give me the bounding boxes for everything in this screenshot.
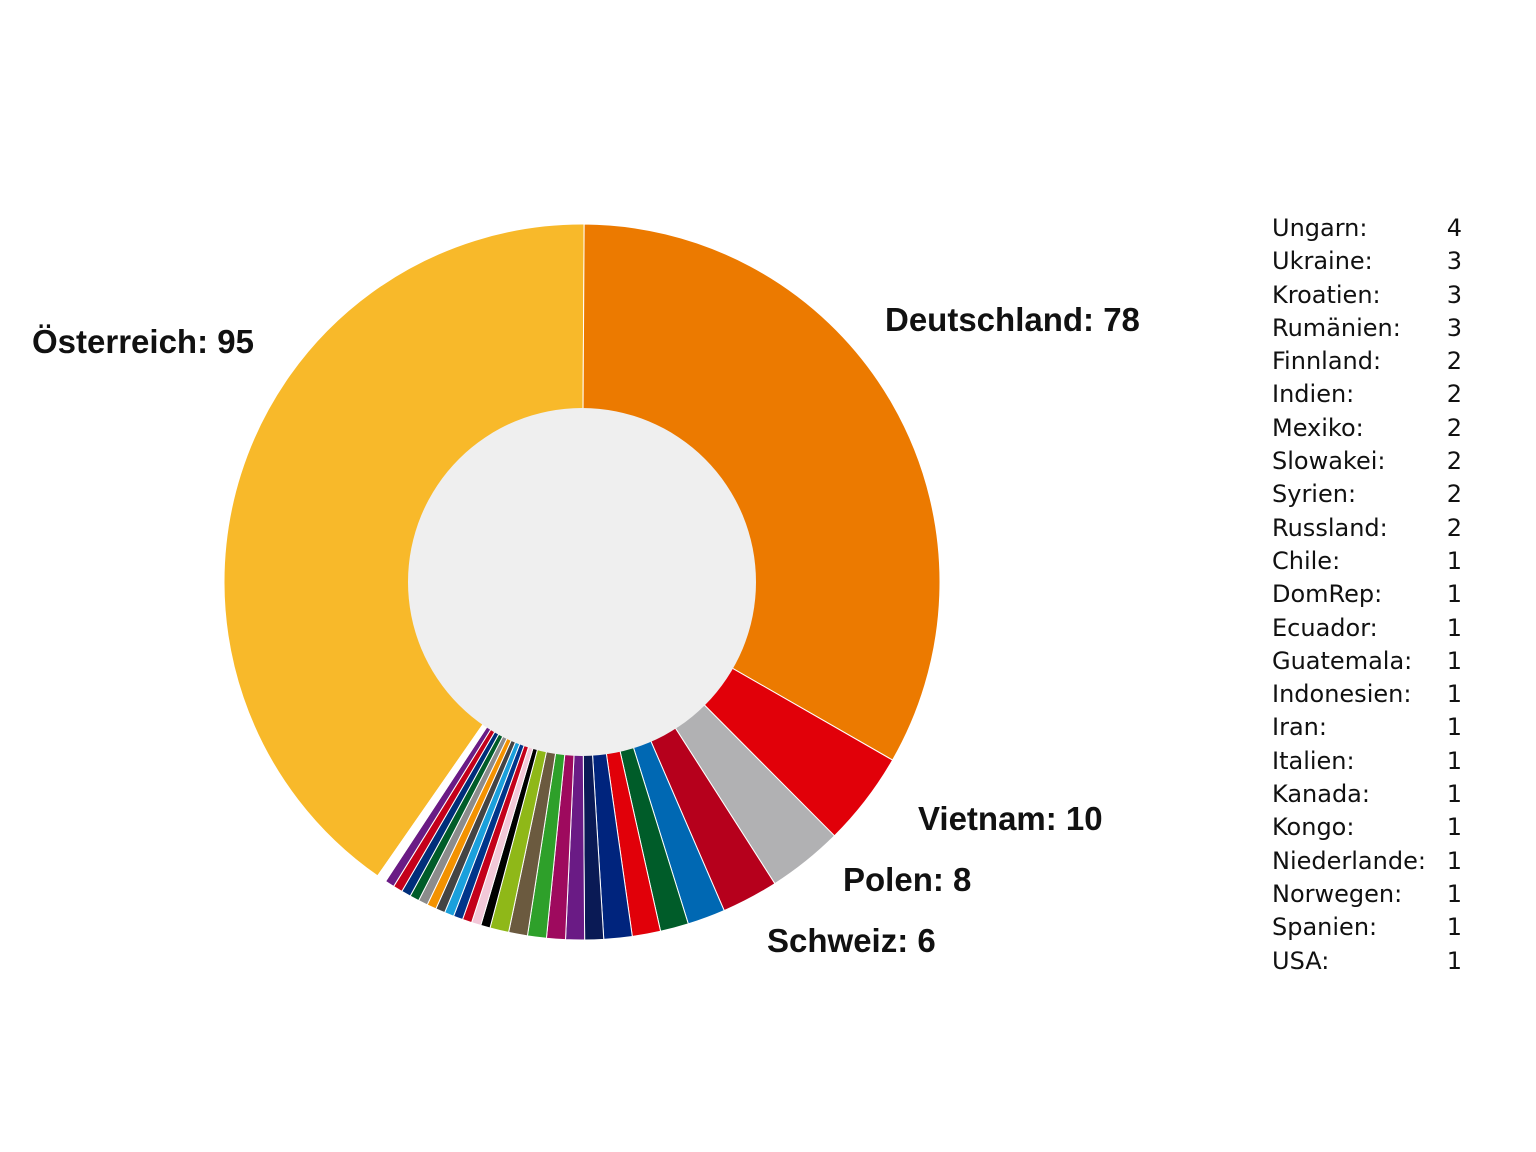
legend-row: Niederlande: 1 bbox=[1272, 845, 1462, 878]
legend-value: 2 bbox=[1446, 413, 1462, 442]
legend-row: Norwegen: 1 bbox=[1272, 878, 1462, 911]
legend-row: Mexiko: 2 bbox=[1272, 412, 1462, 445]
legend-value: 3 bbox=[1446, 247, 1462, 276]
legend-label: Mexiko: bbox=[1272, 413, 1364, 442]
legend-row: Indien: 2 bbox=[1272, 378, 1462, 411]
legend-label: Chile: bbox=[1272, 546, 1341, 575]
legend-value: 1 bbox=[1446, 680, 1462, 709]
legend-value: 1 bbox=[1446, 713, 1462, 742]
legend-label: Italien: bbox=[1272, 746, 1355, 775]
legend-row: Spanien: 1 bbox=[1272, 911, 1462, 944]
legend-row: Italien: 1 bbox=[1272, 745, 1462, 778]
legend-label: Ukraine: bbox=[1272, 247, 1373, 276]
legend-value: 1 bbox=[1446, 780, 1462, 809]
legend-value: 1 bbox=[1446, 646, 1462, 675]
legend-value: 1 bbox=[1446, 913, 1462, 942]
legend-value: 2 bbox=[1446, 447, 1462, 476]
legend-row: Kongo: 1 bbox=[1272, 811, 1462, 844]
legend-row: Kanada: 1 bbox=[1272, 778, 1462, 811]
legend-value: 1 bbox=[1446, 580, 1462, 609]
legend-label: Spanien: bbox=[1272, 913, 1378, 942]
legend-row: Rumänien: 3 bbox=[1272, 312, 1462, 345]
legend-row: Kroatien: 3 bbox=[1272, 279, 1462, 312]
legend-value: 2 bbox=[1446, 513, 1462, 542]
legend-label: USA: bbox=[1272, 946, 1330, 975]
legend-label: Ungarn: bbox=[1272, 214, 1368, 242]
legend-value: 3 bbox=[1446, 280, 1462, 309]
legend-row: Chile: 1 bbox=[1272, 545, 1462, 578]
legend-label: Niederlande: bbox=[1272, 846, 1426, 875]
legend-value: 1 bbox=[1446, 946, 1462, 975]
legend-label: Iran: bbox=[1272, 713, 1327, 742]
legend-value: 1 bbox=[1446, 846, 1462, 875]
legend-row: USA: 1 bbox=[1272, 945, 1462, 978]
legend-value: 2 bbox=[1446, 347, 1462, 376]
slice-label-oesterreich: Österreich: 95 bbox=[32, 323, 254, 360]
donut-center bbox=[408, 408, 756, 756]
legend-label: Kongo: bbox=[1272, 813, 1355, 842]
legend-label: Kanada: bbox=[1272, 780, 1370, 809]
legend-value: 1 bbox=[1446, 813, 1462, 842]
legend-value: 1 bbox=[1446, 613, 1462, 642]
legend-label: Slowakei: bbox=[1272, 447, 1386, 476]
legend-label: Indien: bbox=[1272, 380, 1355, 409]
legend-row: Ukraine: 3 bbox=[1272, 245, 1462, 278]
legend-label: Guatemala: bbox=[1272, 646, 1413, 675]
legend-row: DomRep: 1 bbox=[1272, 578, 1462, 611]
slice-label-deutschland: Deutschland: 78 bbox=[885, 301, 1140, 338]
slice-label-vietnam: Vietnam: 10 bbox=[918, 800, 1103, 837]
legend-label: DomRep: bbox=[1272, 580, 1383, 609]
legend-label: Finnland: bbox=[1272, 347, 1382, 376]
legend-label: Syrien: bbox=[1272, 480, 1357, 509]
legend-row: Slowakei: 2 bbox=[1272, 445, 1462, 478]
legend-label: Indonesien: bbox=[1272, 680, 1412, 709]
legend-row: Guatemala: 1 bbox=[1272, 645, 1462, 678]
legend-value: 2 bbox=[1446, 480, 1462, 509]
legend: Ungarn: 4 Ukraine: 3 Kroatien: 3 Rumänien: 3 Fin… bbox=[1272, 212, 1462, 978]
legend-row: Ecuador: 1 bbox=[1272, 612, 1462, 645]
legend-label: Rumänien: bbox=[1272, 313, 1401, 342]
legend-value: 1 bbox=[1446, 746, 1462, 775]
legend-row: Russland: 2 bbox=[1272, 512, 1462, 545]
legend-row: Iran: 1 bbox=[1272, 711, 1462, 744]
legend-value: 3 bbox=[1446, 313, 1462, 342]
legend-value: 4 bbox=[1446, 214, 1462, 242]
legend-value: 2 bbox=[1446, 380, 1462, 409]
legend-row: Finnland: 2 bbox=[1272, 345, 1462, 378]
slice-label-schweiz: Schweiz: 6 bbox=[767, 922, 936, 959]
legend-label: Ecuador: bbox=[1272, 613, 1378, 642]
legend-label: Norwegen: bbox=[1272, 879, 1403, 908]
legend-row: Indonesien: 1 bbox=[1272, 678, 1462, 711]
legend-label: Russland: bbox=[1272, 513, 1388, 542]
legend-row: Syrien: 2 bbox=[1272, 478, 1462, 511]
slice-label-polen: Polen: 8 bbox=[843, 861, 972, 898]
legend-row: Ungarn: 4 bbox=[1272, 212, 1462, 245]
legend-value: 1 bbox=[1446, 546, 1462, 575]
slice-österreich bbox=[223, 223, 585, 877]
legend-label: Kroatien: bbox=[1272, 280, 1381, 309]
legend-value: 1 bbox=[1446, 879, 1462, 908]
